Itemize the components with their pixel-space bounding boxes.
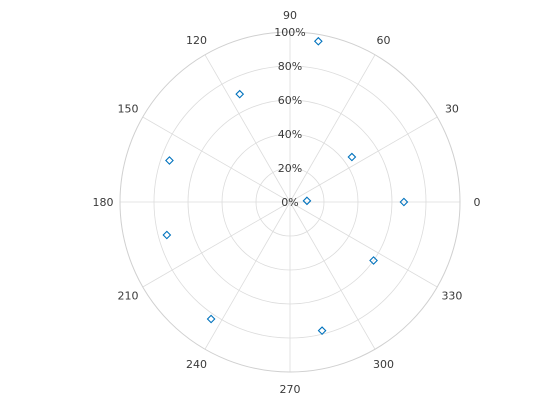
angle-tick-label: 150 <box>118 103 139 116</box>
radius-tick-labels: 0% 20% 40% 60% 80% 100% <box>274 26 305 209</box>
data-point <box>302 196 312 206</box>
angle-tick-label: 180 <box>93 196 114 209</box>
polar-grid <box>119 31 461 373</box>
spoke-60 <box>289 54 376 203</box>
angle-tick-label: 60 <box>377 34 391 47</box>
data-point <box>235 89 245 99</box>
data-point <box>347 152 357 162</box>
angle-tick-label: 210 <box>118 290 139 303</box>
data-point <box>369 256 378 265</box>
ring-60 <box>187 99 393 305</box>
angle-tick-label: 270 <box>280 383 301 396</box>
angle-tick-labels: 0 30 60 90 120 150 180 210 240 270 300 330 <box>93 9 481 396</box>
data-point <box>313 36 323 46</box>
spoke-120 <box>204 54 291 203</box>
angle-tick-label: 330 <box>441 290 462 303</box>
radius-tick-label: 0% <box>281 196 298 209</box>
spoke-30 <box>289 116 438 203</box>
data-point <box>399 197 409 207</box>
radius-tick-label: 20% <box>278 162 302 175</box>
angle-tick-label: 30 <box>445 103 459 116</box>
data-point <box>206 314 216 324</box>
angle-tick-label: 120 <box>186 34 207 47</box>
angle-tick-label: 300 <box>373 358 394 371</box>
radius-tick-label: 40% <box>278 128 302 141</box>
data-points <box>162 36 409 336</box>
angle-tick-label: 90 <box>283 9 297 22</box>
data-point <box>165 156 174 165</box>
spoke-150 <box>142 116 291 203</box>
radius-tick-label: 80% <box>278 60 302 73</box>
angle-tick-label: 0 <box>474 196 481 209</box>
angle-tick-label: 240 <box>186 358 207 371</box>
spoke-330 <box>289 201 438 288</box>
spoke-210 <box>142 201 291 288</box>
ring-80 <box>153 65 427 339</box>
ring-20 <box>255 167 325 237</box>
ring-100 <box>119 31 461 373</box>
spoke-300 <box>289 201 376 350</box>
radius-tick-label: 60% <box>278 94 302 107</box>
spoke-240 <box>204 201 291 350</box>
data-point <box>317 326 327 336</box>
radius-tick-label: 100% <box>274 26 305 39</box>
ring-40 <box>221 133 359 271</box>
data-point <box>162 230 172 240</box>
